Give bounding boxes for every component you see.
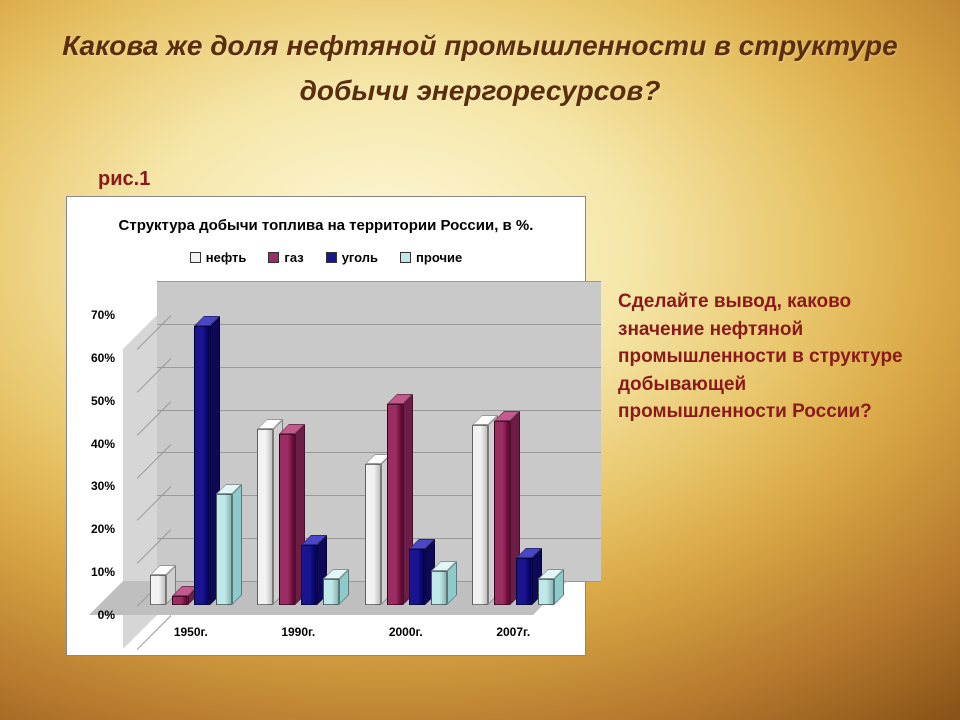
x-tick: 2007г. [473,625,553,639]
y-tick: 20% [71,522,115,536]
legend-swatch [268,252,279,263]
chart-title: Структура добычи топлива на территории Р… [67,197,585,240]
legend-item: уголь [326,250,378,265]
bar-front [194,326,210,605]
bar-front [216,494,232,605]
gridline [157,367,601,368]
y-tick: 10% [71,565,115,579]
legend-label: прочие [416,250,462,265]
bar-front [494,421,510,605]
legend-item: нефть [190,250,247,265]
bar-front [257,429,273,605]
legend-label: уголь [342,250,378,265]
bar-front [472,425,488,605]
gridline [157,324,601,325]
bar-front [387,404,403,605]
x-tick: 2000г. [366,625,446,639]
legend-swatch [190,252,201,263]
bar-front [323,579,339,605]
gridline [157,281,601,282]
chart-legend: нефть газ уголь прочие [67,240,585,271]
chart-container: Структура добычи топлива на территории Р… [66,196,586,656]
y-tick: 30% [71,479,115,493]
legend-swatch [326,252,337,263]
chart-plot-area: 0%10%20%30%40%50%60%70%1950г.1990г.2000г… [123,315,567,615]
figure-label: рис.1 [98,168,150,191]
legend-label: нефть [206,250,247,265]
bar-front [409,549,425,605]
bar-side [232,484,242,605]
bar-front [172,596,188,605]
bar-front [365,464,381,605]
bar-front [516,558,532,605]
y-tick: 70% [71,308,115,322]
x-tick: 1950г. [151,625,231,639]
y-tick: 50% [71,394,115,408]
bar-front [538,579,554,605]
legend-item: газ [268,250,303,265]
legend-swatch [400,252,411,263]
y-tick: 0% [71,608,115,622]
bar-front [279,434,295,605]
question-text: Сделайте вывод, каково значение нефтяной… [618,288,918,426]
bar-front [150,575,166,605]
gridline [157,410,601,411]
slide-title: Какова же доля нефтяной промышленности в… [0,0,960,114]
legend-item: прочие [400,250,462,265]
bar-front [431,571,447,605]
y-tick: 60% [71,351,115,365]
bar-front [301,545,317,605]
x-tick: 1990г. [258,625,338,639]
legend-label: газ [284,250,303,265]
y-tick: 40% [71,437,115,451]
